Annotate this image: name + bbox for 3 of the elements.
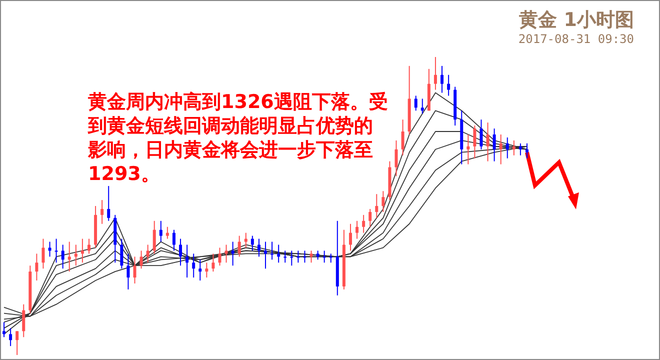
annotation: 黄金周内冲高到1326遇阻下落。受到黄金短线回调动能明显占优势的影响，日内黄金将会进一步下落至1293。 <box>88 90 388 186</box>
text: 黄金 1小时图 <box>519 8 634 33</box>
text: 2017-08-31 09:30 <box>518 32 634 46</box>
